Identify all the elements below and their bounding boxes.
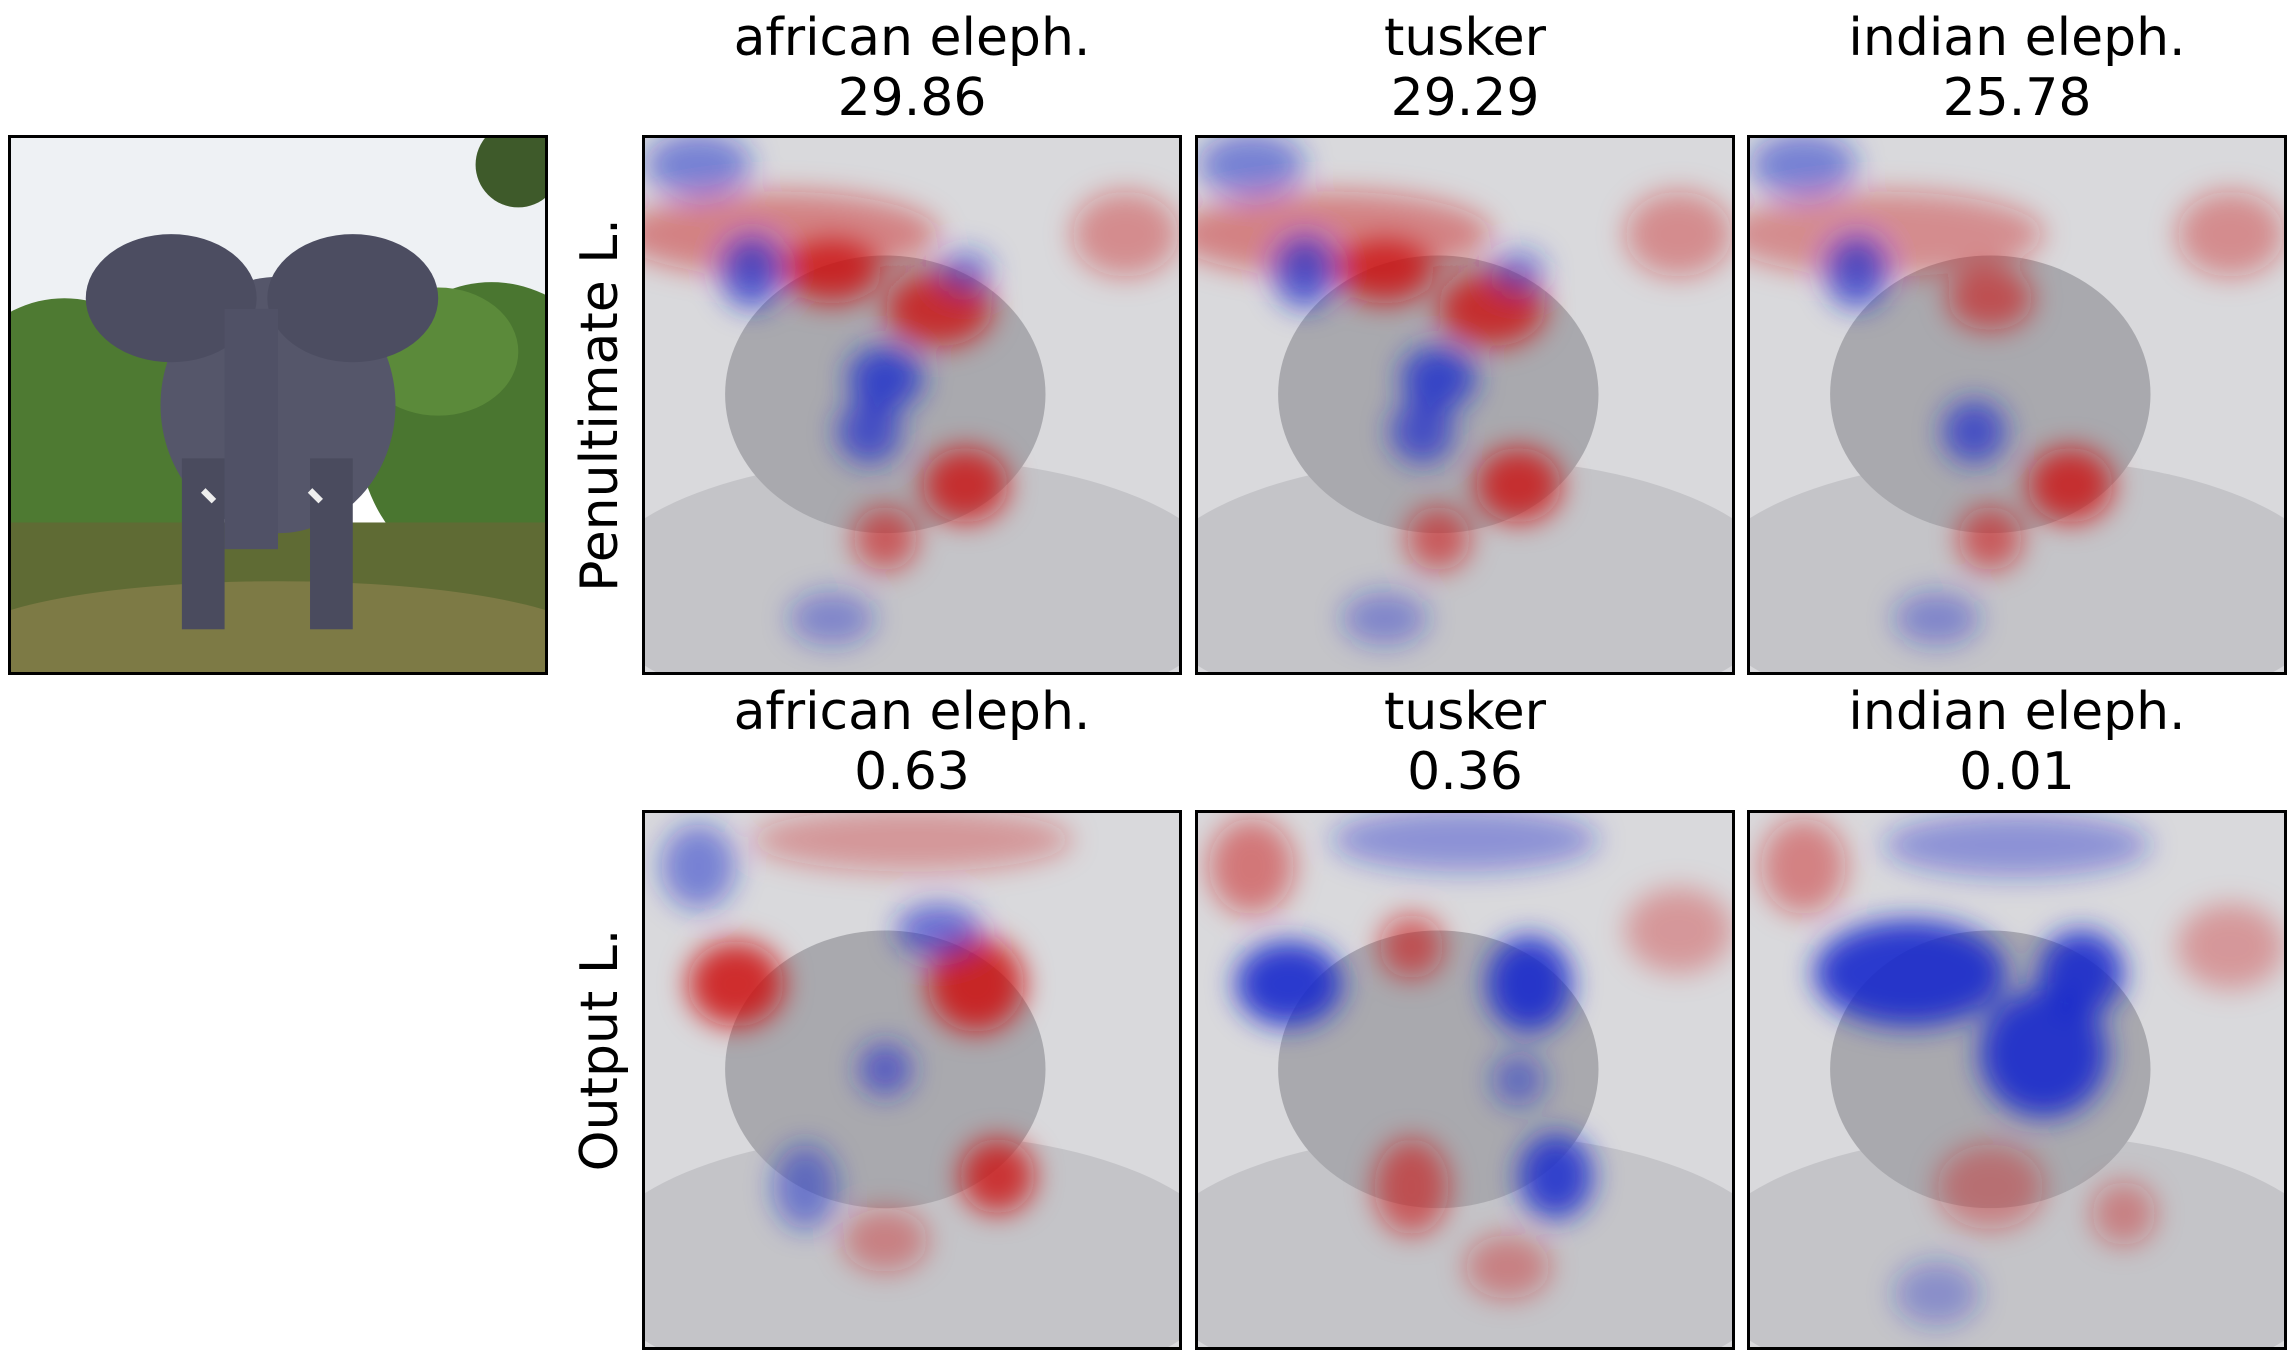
relevance-blob	[1942, 399, 2007, 464]
relevance-blob	[687, 941, 784, 1027]
relevance-blob	[2177, 903, 2284, 990]
relevance-blob	[1947, 266, 2034, 331]
relevance-blob	[1072, 191, 1179, 277]
relevance-blob	[1518, 1133, 1594, 1219]
relevance-blob	[1750, 191, 2044, 277]
relevance-blob	[2038, 930, 2124, 1016]
relevance-blob	[895, 903, 982, 958]
relevance-blob	[1465, 1234, 1551, 1299]
relevance-blob	[938, 250, 993, 293]
class-score: 0.36	[1407, 742, 1523, 802]
relevance-blob	[1625, 191, 1732, 277]
relevance-blob	[928, 935, 1025, 1032]
relevance-blob	[1979, 989, 2108, 1118]
relevance-blob	[1936, 1144, 2044, 1230]
title-r1-c0: african eleph. 0.63	[642, 682, 1182, 802]
relevance-blob	[1824, 234, 1889, 309]
heatmap-output-african-eleph	[642, 810, 1182, 1350]
relevance-blob	[2177, 191, 2284, 277]
relevance-blob	[773, 1144, 838, 1230]
input-elephant-photo	[8, 135, 548, 675]
relevance-blob	[1390, 399, 1455, 464]
class-label: african eleph.	[733, 682, 1091, 742]
relevance-blob	[1198, 138, 1305, 197]
relevance-blob	[853, 506, 918, 571]
heatmap-output-tusker	[1195, 810, 1735, 1350]
relevance-blob	[1342, 591, 1428, 646]
relevance-blob	[1883, 813, 2151, 878]
relevance-blob	[2027, 447, 2114, 523]
relevance-blob	[1208, 818, 1295, 915]
relevance-blob	[1760, 818, 1847, 915]
relevance-blob	[1379, 914, 1444, 979]
relevance-blob	[1894, 591, 1980, 646]
relevance-blob	[751, 813, 1073, 872]
relevance-blob	[1235, 941, 1343, 1027]
relevance-blob	[1750, 138, 1857, 197]
relevance-blob	[645, 138, 752, 197]
title-r0-c0: african eleph. 29.86	[642, 8, 1182, 128]
relevance-blob	[1486, 935, 1572, 1032]
relevance-blob	[1272, 234, 1337, 309]
heatmap-penultimate-tusker	[1195, 135, 1735, 675]
title-r1-c1: tusker 0.36	[1195, 682, 1735, 802]
relevance-blob	[1336, 239, 1433, 304]
relevance-blob	[1331, 813, 1599, 872]
class-score: 29.86	[837, 68, 987, 128]
relevance-blob	[719, 234, 784, 309]
relevance-blob	[1491, 250, 1546, 293]
relevance-blob	[858, 1042, 912, 1097]
class-label: african eleph.	[733, 8, 1091, 68]
class-label: indian eleph.	[1848, 682, 2186, 742]
relevance-blob	[1406, 506, 1471, 571]
row-label-penultimate: Penultimate L.	[570, 218, 630, 592]
class-score: 25.78	[1942, 68, 2092, 128]
relevance-blob	[922, 447, 1009, 523]
relevance-blob	[1491, 1053, 1546, 1107]
relevance-blob	[847, 346, 923, 411]
relevance-blob	[1374, 1138, 1449, 1235]
class-score: 29.29	[1390, 68, 1540, 128]
relevance-blob	[1894, 1261, 1980, 1326]
class-label: indian eleph.	[1848, 8, 2186, 68]
relevance-blob	[1814, 919, 2007, 1027]
title-r0-c1: tusker 29.29	[1195, 8, 1735, 128]
relevance-blob	[1400, 346, 1476, 411]
relevance-blob	[661, 823, 736, 910]
relevance-blob	[1958, 506, 2023, 571]
heatmap-penultimate-african-eleph	[642, 135, 1182, 675]
class-score: 0.63	[854, 742, 970, 802]
relevance-blob	[837, 399, 902, 464]
relevance-blob	[842, 1208, 929, 1273]
relevance-blob	[1475, 447, 1562, 523]
class-score: 0.01	[1959, 742, 2075, 802]
class-label: tusker	[1383, 8, 1547, 68]
relevance-blob	[1625, 887, 1732, 974]
relevance-blob	[2091, 1181, 2156, 1246]
relevance-blob	[783, 239, 880, 304]
row-label-output: Output L.	[570, 928, 630, 1172]
relevance-blob	[789, 591, 875, 646]
relevance-blob	[960, 1138, 1035, 1214]
heatmap-penultimate-indian-eleph	[1747, 135, 2287, 675]
heatmap-output-indian-eleph	[1747, 810, 2287, 1350]
class-label: tusker	[1383, 682, 1547, 742]
title-r1-c2: indian eleph. 0.01	[1747, 682, 2287, 802]
title-r0-c2: indian eleph. 25.78	[1747, 8, 2287, 128]
